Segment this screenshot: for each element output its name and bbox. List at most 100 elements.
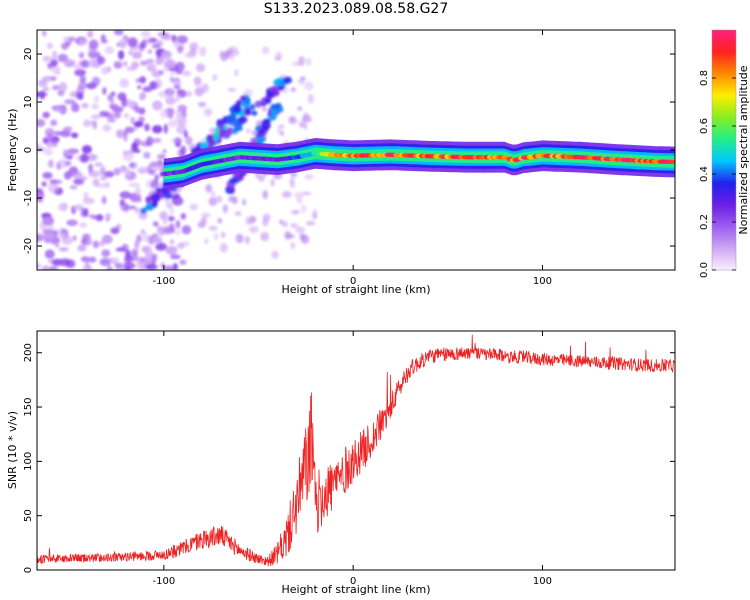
noise-blob — [105, 213, 111, 220]
noise-blob — [157, 159, 164, 166]
streak-blob — [245, 96, 251, 105]
noise-blob — [116, 106, 124, 113]
noise-blob — [44, 249, 55, 259]
halo-blob — [303, 81, 314, 91]
noise-blob — [181, 225, 192, 235]
streak-blob — [151, 193, 161, 203]
noise-blob — [91, 103, 100, 110]
halo-blob — [288, 115, 296, 122]
snr-y-tick-label: 200 — [23, 343, 34, 362]
halo-blob — [160, 109, 169, 119]
halo-blob — [300, 235, 310, 244]
noise-blob — [61, 42, 69, 50]
snr-x-tick-label: 0 — [350, 576, 356, 587]
colorbar-bar — [712, 30, 736, 270]
halo-blob — [189, 47, 198, 56]
halo-blob — [213, 232, 219, 241]
noise-blob — [42, 229, 54, 235]
snr-series-line — [37, 334, 675, 567]
noise-blob — [101, 249, 111, 257]
colorbar: 0.0 0.2 0.4 0.6 0.8 Normalized spectral ampl… — [699, 29, 750, 278]
halo-blob — [234, 69, 239, 77]
halo-blob — [278, 219, 284, 225]
noise-blob — [64, 161, 72, 166]
noise-blob — [172, 80, 182, 86]
snr-y-tick-label: 150 — [23, 397, 34, 416]
streak-blob — [200, 141, 209, 150]
noise-blob — [136, 140, 145, 145]
noise-blob — [174, 228, 182, 236]
halo-blob — [201, 83, 209, 93]
spectrogram-y-ticks: -20 -10 0 10 20 — [23, 48, 675, 254]
halo-blob — [194, 86, 204, 97]
noise-blob — [139, 60, 148, 66]
noise-blob — [50, 119, 58, 127]
noise-blob — [64, 59, 76, 68]
noise-blob — [37, 91, 42, 98]
noise-blob — [125, 205, 137, 210]
noise-blob — [134, 106, 143, 114]
noise-blob — [57, 158, 69, 169]
noise-blob — [41, 265, 50, 270]
noise-blob — [57, 90, 65, 97]
noise-blob — [144, 250, 154, 259]
snr-y-tick-label: 100 — [23, 452, 34, 471]
halo-blob — [161, 226, 171, 235]
noise-blob — [51, 258, 64, 267]
noise-blob — [151, 254, 157, 265]
streak-blob — [213, 133, 220, 142]
noise-blob — [163, 123, 168, 134]
noise-blob — [90, 114, 101, 120]
halo-blob — [304, 173, 314, 180]
snr-y-tick-label: 50 — [23, 509, 34, 522]
halo-blob — [300, 204, 307, 214]
spectrogram-y-tick-label: 20 — [23, 48, 34, 61]
halo-blob — [193, 76, 202, 86]
noise-blob — [88, 39, 99, 50]
noise-blob — [68, 36, 76, 42]
noise-blob — [163, 265, 175, 270]
noise-blob — [169, 76, 175, 83]
noise-blob — [80, 175, 88, 181]
noise-blob — [42, 56, 54, 61]
noise-blob — [37, 262, 41, 269]
noise-blob — [87, 30, 94, 38]
noise-blob — [93, 95, 100, 103]
noise-blob — [180, 212, 186, 220]
halo-blob — [217, 217, 223, 224]
halo-blob — [175, 93, 180, 103]
noise-blob — [71, 102, 80, 113]
noise-blob — [171, 137, 184, 144]
noise-blob — [165, 245, 178, 255]
noise-blob — [134, 207, 140, 214]
halo-blob — [168, 87, 174, 94]
halo-blob — [289, 180, 296, 189]
noise-blob — [51, 106, 63, 113]
noise-blob — [169, 254, 181, 260]
halo-blob — [177, 46, 183, 54]
ridge-band — [160, 138, 675, 190]
noise-blob — [113, 111, 121, 119]
halo-blob — [312, 213, 318, 220]
noise-blob — [118, 39, 128, 49]
noise-blob — [66, 219, 78, 226]
noise-blob — [69, 185, 78, 190]
noise-blob — [131, 61, 140, 69]
noise-blob — [179, 259, 187, 265]
noise-blob — [57, 53, 69, 63]
noise-blob — [162, 217, 168, 225]
noise-blob — [83, 191, 89, 200]
noise-blob — [41, 181, 47, 187]
halo-blob — [290, 87, 297, 93]
noise-blob — [126, 100, 137, 109]
spectrogram-x-tick-label: -100 — [152, 276, 175, 287]
halo-blob — [306, 57, 312, 66]
halo-blob — [230, 49, 240, 57]
snr-y-tick-label: 0 — [23, 567, 34, 573]
noise-blob — [87, 153, 98, 162]
noise-blob — [72, 235, 77, 241]
noise-blob — [134, 186, 142, 197]
noise-blob — [152, 221, 159, 227]
noise-blob — [147, 235, 155, 245]
spectrogram-y-tick-label: -20 — [23, 238, 34, 254]
